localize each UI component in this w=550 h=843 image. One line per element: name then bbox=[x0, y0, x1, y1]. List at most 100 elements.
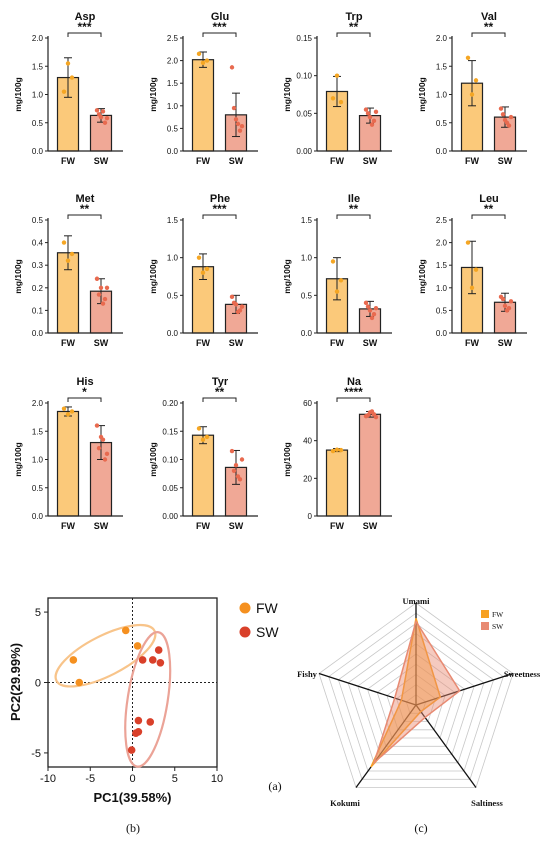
radar-axis bbox=[415, 672, 514, 706]
significance-label: *** bbox=[212, 202, 226, 216]
point-sw bbox=[134, 716, 143, 725]
y-tick-label: 1.0 bbox=[436, 284, 448, 293]
significance-label: ** bbox=[215, 385, 225, 399]
bar-chart-leu: FW SW 0.0 0.5 1.0 1.5 2.0 2.5 mg/100g Leu** bbox=[417, 193, 527, 348]
radar-grid bbox=[337, 622, 495, 772]
bar-fw bbox=[191, 434, 215, 517]
y-tick-label: 0.5 bbox=[167, 124, 179, 133]
y-axis-label: mg/100g bbox=[282, 442, 292, 477]
radar-grid bbox=[367, 653, 465, 747]
data-point bbox=[102, 296, 108, 302]
chart-title: Glu bbox=[211, 11, 229, 23]
y-axis-label: mg/100g bbox=[148, 259, 158, 294]
data-point bbox=[365, 413, 371, 418]
radar-grid bbox=[357, 643, 475, 755]
data-point bbox=[369, 122, 375, 127]
bar-chart-met: FW SW 0.0 0.1 0.2 0.3 0.4 0.5 mg/100g Met** bbox=[13, 193, 123, 348]
data-point bbox=[235, 474, 241, 479]
chart-title: Na bbox=[347, 376, 362, 388]
bar-sw bbox=[358, 413, 382, 517]
chart-title: Asp bbox=[75, 11, 96, 23]
point-sw bbox=[146, 718, 155, 726]
significance-bracket bbox=[202, 32, 237, 37]
x-tick-label: FW bbox=[61, 338, 75, 348]
x-tick-label: FW bbox=[196, 521, 210, 531]
y-tick-label: 2.5 bbox=[436, 216, 448, 225]
data-point bbox=[338, 278, 344, 283]
y-axis-label: mg/100g bbox=[13, 442, 23, 477]
significance-label: *** bbox=[77, 20, 91, 34]
bar-chart-glu: FW SW 0.0 0.5 1.0 1.5 2.0 2.5 mg/100g Glu*** bbox=[148, 11, 258, 166]
x-tick-label: SW bbox=[363, 156, 378, 166]
radar-series-fw bbox=[370, 618, 442, 768]
x-tick-label: FW bbox=[61, 156, 75, 166]
y-tick-label: 1.0 bbox=[32, 456, 44, 465]
data-point bbox=[334, 73, 340, 78]
x-tick-label: SW bbox=[94, 521, 109, 531]
data-point bbox=[69, 251, 75, 257]
y-tick-label: 2.0 bbox=[167, 57, 179, 66]
data-point bbox=[196, 255, 202, 260]
y-tick-label: 1.5 bbox=[436, 261, 448, 270]
radar-chart: Umami Sweetness Saltiness Kokumi Fishy FW SW bbox=[297, 596, 541, 808]
radar-grid bbox=[376, 663, 456, 739]
pca-scatter-chart: -10 -5 0 5 10 5 0 -5 PC1(39.58%) PC2(29.99%) FW SW bbox=[8, 597, 279, 805]
data-point bbox=[365, 304, 371, 309]
data-point bbox=[367, 114, 373, 120]
data-point bbox=[363, 107, 369, 112]
chart-title: Ile bbox=[348, 193, 360, 205]
y-axis-label: mg/100g bbox=[417, 259, 427, 294]
x-tick-label: SW bbox=[229, 156, 244, 166]
significance-label: *** bbox=[212, 20, 226, 34]
y-tick-label: 60 bbox=[303, 399, 312, 408]
y-tick-label: 40 bbox=[303, 437, 312, 446]
y-axis-label: mg/100g bbox=[13, 77, 23, 112]
y-tick-label: 1.5 bbox=[32, 427, 44, 436]
x-tick-label: SW bbox=[498, 156, 513, 166]
y-tick-label: 0.5 bbox=[436, 306, 448, 315]
x-axis-label: PC1(39.58%) bbox=[93, 790, 171, 805]
y-tick-label: 1.0 bbox=[32, 91, 44, 100]
point-sw bbox=[132, 729, 140, 737]
data-point bbox=[504, 308, 510, 313]
significance-label: ** bbox=[484, 202, 494, 216]
x-tick-label: FW bbox=[330, 156, 344, 166]
chart-title: Leu bbox=[479, 193, 499, 205]
data-point bbox=[373, 414, 379, 420]
data-point bbox=[233, 117, 239, 122]
radar-legend-label-fw: FW bbox=[492, 610, 504, 619]
y-tick-label: 0.15 bbox=[296, 34, 312, 43]
data-point bbox=[239, 123, 245, 129]
y-tick-label: 1.5 bbox=[301, 216, 313, 225]
significance-bracket bbox=[67, 397, 102, 402]
data-point bbox=[465, 55, 471, 60]
data-point bbox=[61, 406, 67, 411]
data-point bbox=[94, 423, 100, 428]
data-point bbox=[504, 120, 510, 125]
bar-fw bbox=[56, 410, 80, 517]
x-tick-label: -5 bbox=[85, 773, 95, 785]
x-tick-label: -10 bbox=[40, 773, 56, 785]
y-tick-label: 0.05 bbox=[162, 484, 178, 493]
radar-legend-label-sw: SW bbox=[492, 622, 504, 631]
chart-title: Val bbox=[481, 11, 497, 23]
data-point bbox=[100, 301, 106, 306]
y-tick-label: 0.5 bbox=[32, 119, 44, 128]
y-tick-label: 0.0 bbox=[436, 329, 448, 338]
point-sw bbox=[156, 658, 165, 667]
data-point bbox=[371, 311, 377, 317]
point-fw bbox=[121, 626, 130, 635]
bar-chart-na: FW SW 0 20 40 60 mg/100g Na**** bbox=[282, 376, 392, 531]
radar-grid bbox=[318, 602, 514, 788]
point-sw bbox=[148, 656, 157, 664]
data-point bbox=[502, 303, 508, 309]
data-point bbox=[330, 448, 336, 454]
y-axis-label: mg/100g bbox=[13, 259, 23, 294]
radar-axis-label-kokumi: Kokumi bbox=[330, 798, 360, 808]
y-tick-label: 1.0 bbox=[167, 102, 179, 111]
significance-label: ** bbox=[80, 202, 90, 216]
data-point bbox=[231, 105, 237, 111]
data-point bbox=[65, 258, 71, 263]
significance-bracket bbox=[336, 397, 371, 402]
radar-series-sw bbox=[372, 619, 461, 766]
